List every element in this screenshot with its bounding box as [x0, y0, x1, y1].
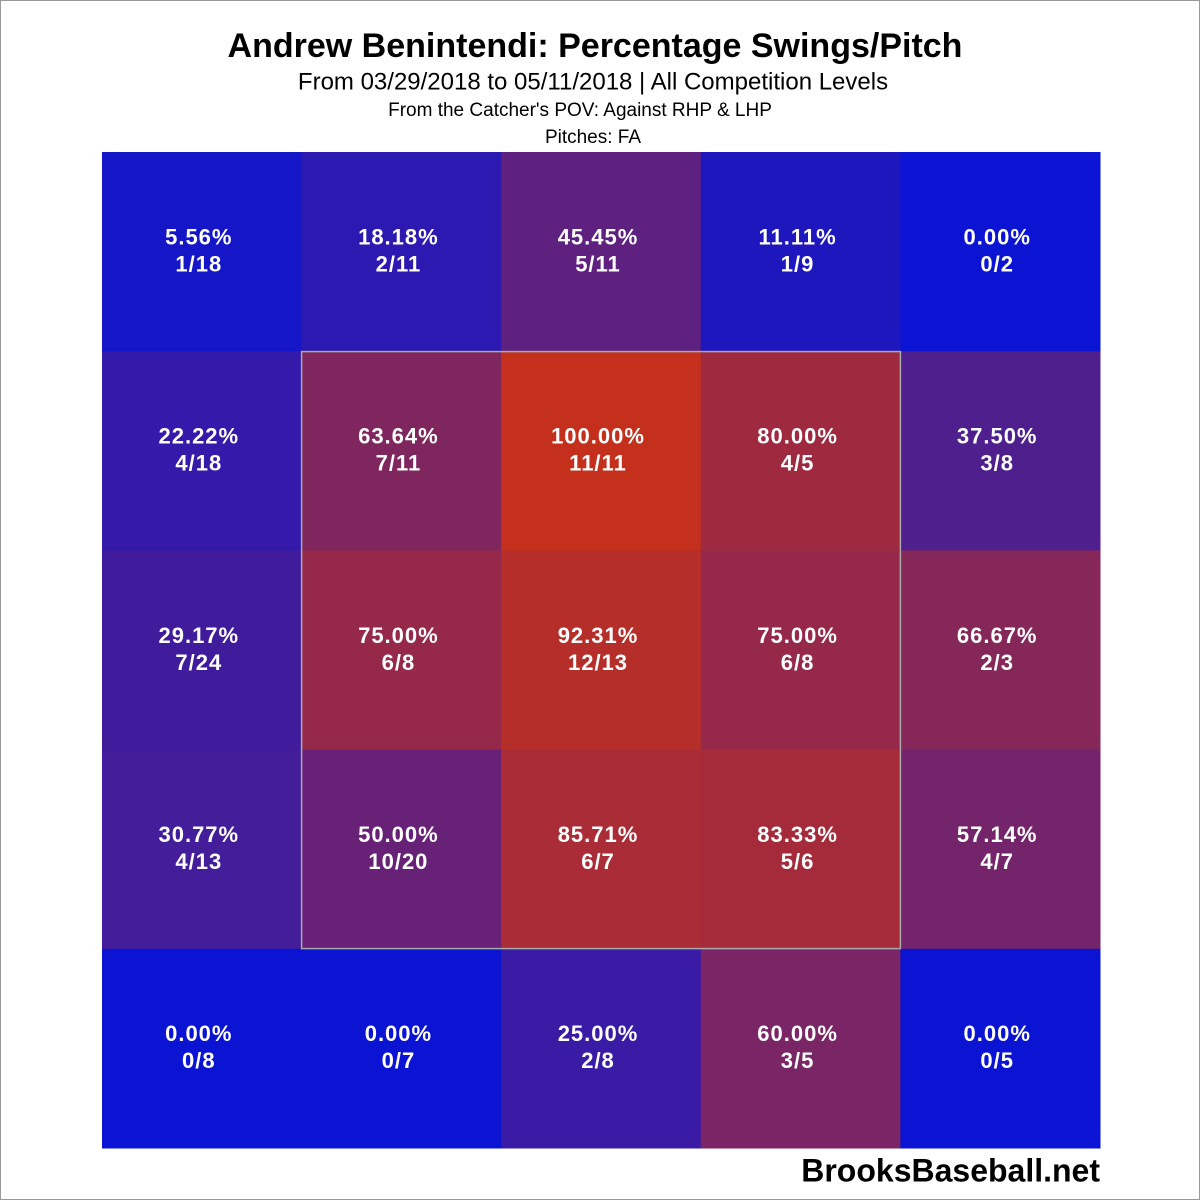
cell-count-label: 1/9	[781, 251, 815, 276]
cell-value-label: 30.77%	[158, 822, 239, 847]
cell	[700, 351, 901, 551]
cell-value-label: 0.00%	[365, 1021, 432, 1046]
cell-count-label: 6/7	[581, 849, 615, 874]
cell-count-label: 2/11	[376, 251, 422, 276]
strike-zone	[300, 350, 902, 950]
cell	[501, 948, 702, 1149]
cell	[501, 351, 702, 551]
cell-count-label: 4/5	[781, 451, 815, 476]
cell-count-label: 0/5	[980, 1048, 1014, 1073]
cell-count-label: 7/24	[175, 650, 222, 675]
cell-count-label: 6/8	[382, 650, 416, 675]
cell-count-label: 4/18	[175, 451, 222, 476]
cell-count-label: 7/11	[376, 451, 422, 476]
cell	[501, 152, 702, 352]
cell-count-label: 6/8	[781, 650, 815, 675]
cell	[301, 550, 502, 751]
cell	[700, 948, 901, 1149]
cell-value-label: 92.31%	[558, 623, 639, 648]
cell-value-label: 50.00%	[358, 822, 439, 847]
cell-count-label: 5/6	[781, 849, 815, 874]
cell	[900, 948, 1101, 1149]
cell-count-label: 0/8	[182, 1048, 216, 1073]
cell-value-label: 75.00%	[358, 623, 439, 648]
cell	[900, 351, 1101, 551]
cell-count-label: 2/8	[581, 1048, 615, 1073]
cell-value-label: 22.22%	[158, 424, 239, 449]
cell-count-label: 10/20	[368, 849, 428, 874]
cell	[301, 749, 502, 950]
cell	[102, 152, 303, 352]
cell-count-label: 2/3	[980, 650, 1014, 675]
cell	[301, 152, 502, 352]
cell-count-label: 12/13	[568, 650, 628, 675]
cell	[900, 152, 1101, 352]
watermark: BrooksBaseball.net	[801, 1152, 1100, 1188]
cell-value-label: 25.00%	[558, 1021, 639, 1046]
cell-count-label: 4/13	[175, 849, 222, 874]
subtitle: From 03/29/2018 to 05/11/2018 | All Comp…	[298, 68, 888, 95]
note: Pitches: FA	[545, 127, 641, 148]
cell-value-label: 80.00%	[757, 424, 838, 449]
cell-count-label: 1/18	[175, 251, 222, 276]
cell-value-label: 57.14%	[957, 822, 1038, 847]
cell-value-label: 0.00%	[964, 224, 1031, 249]
cell	[102, 749, 303, 950]
cell-value-label: 83.33%	[757, 822, 838, 847]
cell	[900, 749, 1101, 950]
note: From the Catcher's POV: Against RHP & LH…	[388, 100, 772, 121]
cell	[102, 351, 303, 551]
cell-value-label: 0.00%	[165, 1021, 232, 1046]
cell-value-label: 11.11%	[759, 224, 837, 249]
cell-value-label: 63.64%	[358, 424, 439, 449]
cell-value-label: 85.71%	[558, 822, 639, 847]
cell	[301, 351, 502, 551]
cell	[900, 550, 1101, 751]
cell	[501, 550, 702, 751]
cell-value-label: 5.56%	[165, 224, 232, 249]
cell-count-label: 5/11	[575, 251, 621, 276]
cell	[301, 948, 502, 1149]
cell-value-label: 0.00%	[964, 1021, 1031, 1046]
cell-value-label: 18.18%	[358, 224, 439, 249]
cell-value-label: 60.00%	[757, 1021, 838, 1046]
cell-count-label: 0/2	[980, 251, 1014, 276]
cell	[700, 749, 901, 950]
cell-value-label: 100.00%	[551, 424, 645, 449]
cell-count-label: 11/11	[569, 451, 627, 476]
cell-value-label: 45.45%	[558, 224, 639, 249]
cell-count-label: 3/5	[781, 1048, 815, 1073]
cell-count-label: 0/7	[382, 1048, 416, 1073]
cell-value-label: 75.00%	[757, 623, 838, 648]
cell	[700, 152, 901, 352]
cell-value-label: 66.67%	[957, 623, 1038, 648]
cell	[501, 749, 702, 950]
cell	[102, 550, 303, 751]
cell-count-label: 4/7	[980, 849, 1014, 874]
cell-value-label: 37.50%	[957, 424, 1038, 449]
cell-count-label: 3/8	[980, 451, 1014, 476]
cell	[102, 948, 303, 1149]
cell-value-label: 29.17%	[158, 623, 239, 648]
cell	[700, 550, 901, 751]
chart-title: Andrew Benintendi: Percentage Swings/Pit…	[228, 27, 963, 65]
